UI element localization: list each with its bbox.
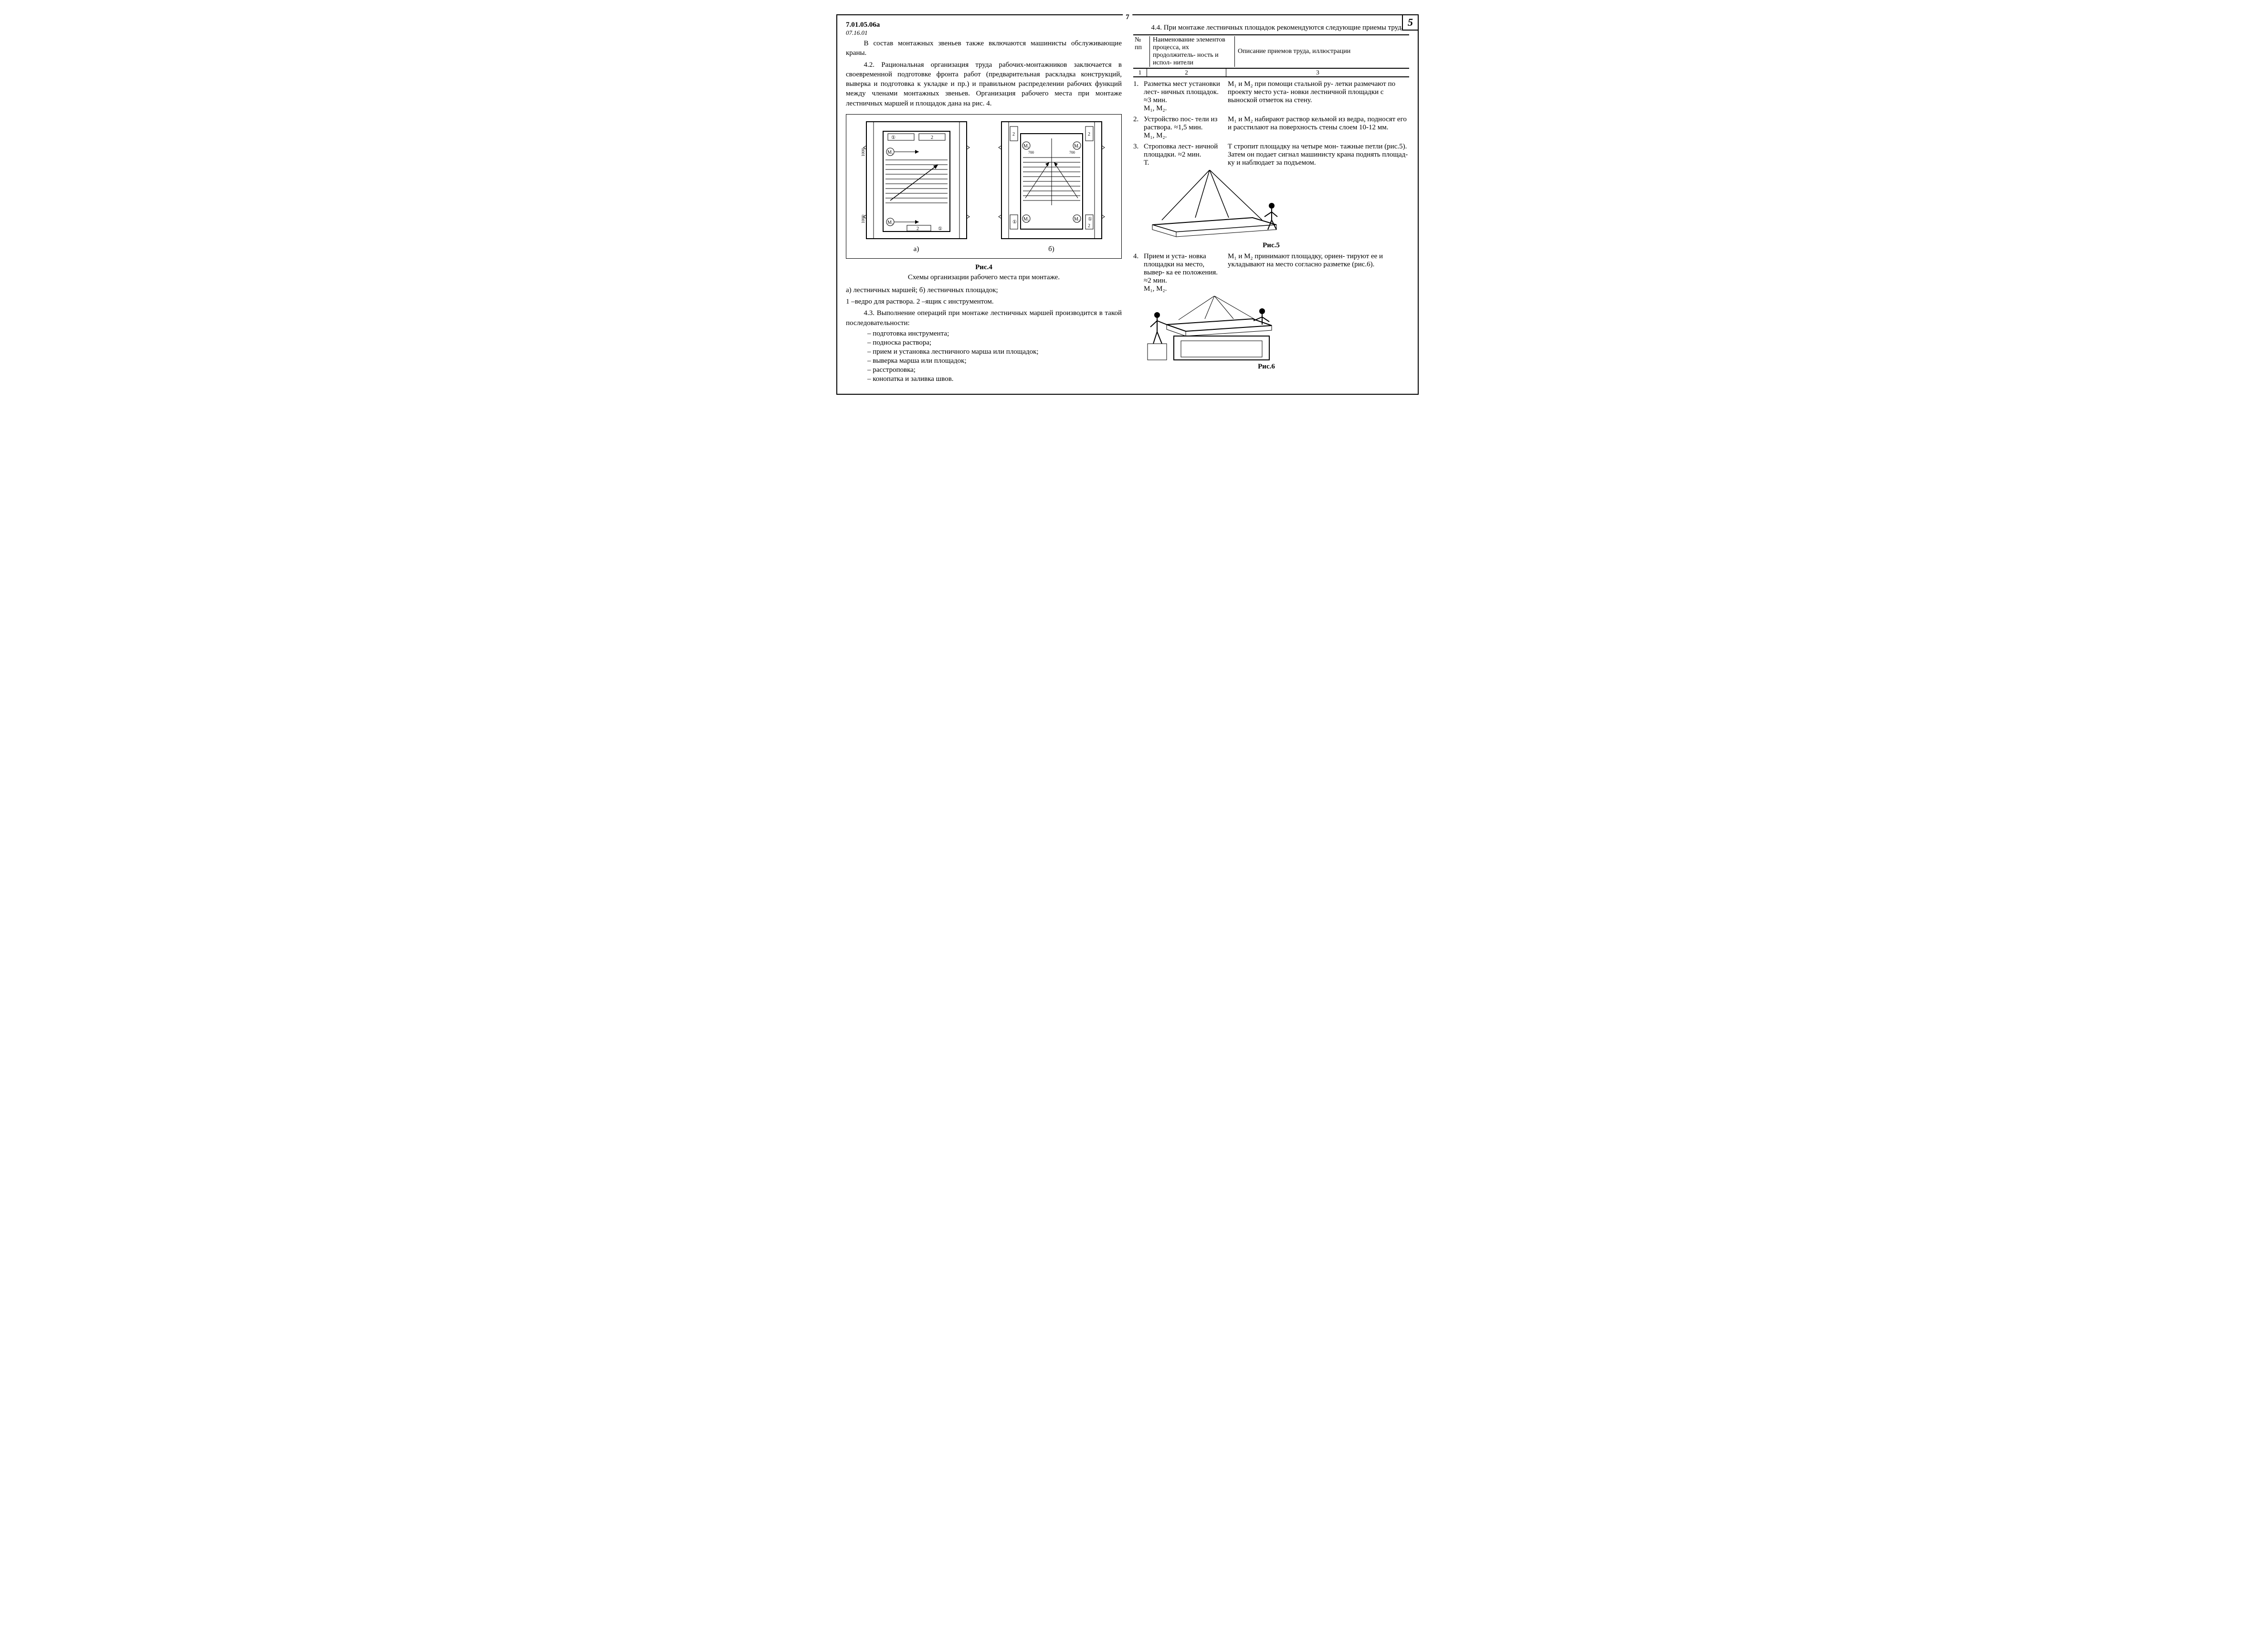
th-col1: № пп — [1133, 36, 1150, 67]
bullet-list: – подготовка инструмента; – подноска рас… — [867, 330, 1122, 383]
table-row: 1. Разметка мест установки лест- ничных … — [1133, 80, 1409, 113]
th-col3: Описание приемов труда, иллюстрации — [1235, 36, 1409, 67]
num-col3: 3 — [1226, 69, 1409, 76]
page-frame: 7 5 7.01.05.06a 07.16.01 В состав монтаж… — [836, 14, 1419, 395]
row-exec: М₁, М₂. — [1144, 105, 1167, 112]
row-desc: Т стропит площадку на четыре мон- тажные… — [1228, 143, 1409, 167]
svg-text:M₁: M₁ — [1023, 144, 1029, 149]
num-col2: 2 — [1147, 69, 1226, 76]
svg-text:2: 2 — [931, 135, 933, 140]
fig4-sub1: Схемы организации рабочего места при мон… — [846, 274, 1122, 282]
bullet-item: – подготовка инструмента; — [867, 330, 1122, 338]
fig4-caption: Рис.4 — [846, 263, 1122, 272]
row-name: Строповка лест- ничной площадки. ≈2 мин.… — [1144, 143, 1228, 167]
fig4-panel-b: 2 2 M₁ M₂ 700 700 — [997, 119, 1106, 253]
left-p1: В состав монтажных звеньев также включаю… — [846, 39, 1122, 58]
row-num: 1. — [1133, 80, 1144, 113]
right-p1: 4.4. При монтаже лестничных площадок рек… — [1133, 23, 1409, 32]
row-num: 3. — [1133, 143, 1144, 167]
bullet-item: – выверка марша или площадок; — [867, 357, 1122, 365]
svg-text:①: ① — [1088, 217, 1092, 222]
fig4-label-a: а) — [862, 245, 971, 253]
svg-text:M₁: M₁ — [887, 150, 893, 155]
svg-text:700: 700 — [1069, 150, 1075, 155]
table-header: № пп Наименование элементов процесса, их… — [1133, 34, 1409, 69]
doc-id-secondary: 07.16.01 — [846, 29, 1122, 37]
fig6-caption: Рис.6 — [1133, 363, 1400, 371]
table-row: 3. Строповка лест- ничной площадки. ≈2 м… — [1133, 143, 1409, 167]
svg-text:2: 2 — [1012, 132, 1015, 137]
figure-4: ① 2 M₁ — [846, 114, 1122, 259]
row-exec: М₁, М₂. — [1144, 285, 1167, 293]
svg-text:2: 2 — [917, 226, 919, 231]
fig4-label-b: б) — [997, 245, 1106, 253]
fig5-caption: Рис.5 — [1133, 242, 1409, 250]
row-desc: М₁ и М₂ принимают площадку, ориен- тирую… — [1228, 253, 1409, 293]
row-desc: М₁ и М₂ набирают раствор кельмой из ведр… — [1228, 116, 1409, 140]
fig4-sub2: а) лестничных маршей; б) лестничных площ… — [846, 285, 1122, 295]
page-number-top: 7 — [1123, 13, 1132, 21]
row-exec: Т. — [1144, 159, 1149, 167]
row-num: 2. — [1133, 116, 1144, 140]
svg-text:M₁: M₁ — [1023, 217, 1029, 222]
svg-text:M₂: M₂ — [887, 220, 893, 225]
table-number-row: 1 2 3 — [1133, 69, 1409, 77]
table-row: 4. Прием и уста- новка площадки на место… — [1133, 253, 1409, 293]
row-exec: М₁, М₂. — [1144, 132, 1167, 139]
left-p3: 4.3. Выполнение операций при монтаже лес… — [846, 308, 1122, 328]
svg-text:①: ① — [1012, 220, 1017, 225]
row-name: Прием и уста- новка площадки на место, в… — [1144, 253, 1228, 293]
fig4-panel-a: ① 2 M₁ — [862, 119, 971, 253]
figure-5: Рис.5 — [1133, 170, 1409, 250]
bullet-item: – конопатка и заливка швов. — [867, 375, 1122, 383]
svg-text:2: 2 — [1088, 132, 1090, 137]
th-col2: Наименование элементов процесса, их прод… — [1150, 36, 1235, 67]
page-number-right: 5 — [1402, 14, 1419, 31]
table-row: 2. Устройство пос- тели из раствора. ≈1,… — [1133, 116, 1409, 140]
bullet-item: – подноска раствора; — [867, 339, 1122, 347]
bullet-item: – прием и установка лестничного марша ил… — [867, 348, 1122, 356]
svg-text:2: 2 — [1088, 223, 1090, 229]
bullet-item: – расстроповка; — [867, 366, 1122, 374]
svg-text:①: ① — [938, 226, 942, 231]
row-name: Разметка мест установки лест- ничных пло… — [1144, 80, 1228, 113]
svg-text:1000: 1000 — [862, 214, 865, 223]
row-desc: М₁ и М₂ при помощи стальной ру- летки ра… — [1228, 80, 1409, 113]
right-column: 4.4. При монтаже лестничных площадок рек… — [1133, 21, 1409, 385]
doc-id: 7.01.05.06a — [846, 21, 1122, 29]
svg-text:M₂: M₂ — [1074, 144, 1080, 149]
left-p2: 4.2. Рациональная организация труда рабо… — [846, 60, 1122, 108]
svg-text:M₂: M₂ — [1074, 217, 1080, 222]
num-col1: 1 — [1133, 69, 1147, 76]
row-name: Устройство пос- тели из раствора. ≈1,5 м… — [1144, 116, 1228, 140]
svg-text:700: 700 — [1028, 150, 1034, 155]
row-num: 4. — [1133, 253, 1144, 293]
svg-text:1000: 1000 — [862, 147, 865, 157]
left-column: 7.01.05.06a 07.16.01 В состав монтажных … — [846, 21, 1122, 385]
svg-text:①: ① — [891, 135, 896, 140]
fig4-sub3: 1 –ведро для раствора. 2 –ящик с инструм… — [846, 297, 1122, 306]
figure-6: Рис.6 — [1133, 296, 1409, 371]
